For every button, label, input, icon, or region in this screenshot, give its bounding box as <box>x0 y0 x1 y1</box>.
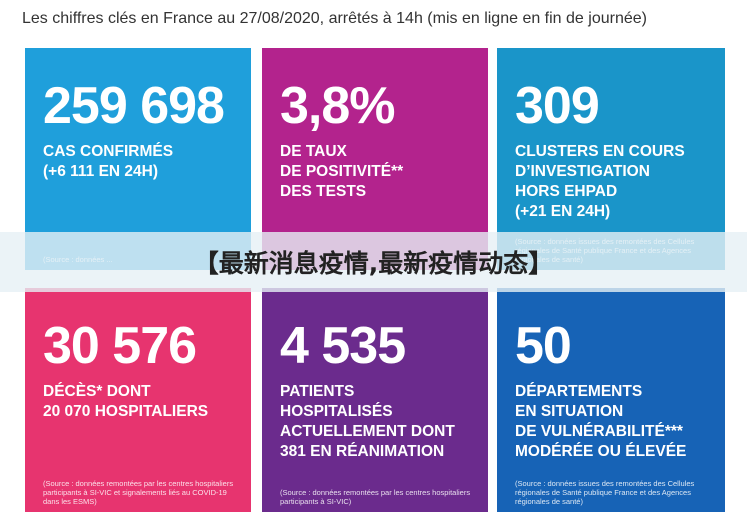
label-line: 20 070 HOSPITALIERS <box>43 403 209 420</box>
label-line: ACTUELLEMENT DONT <box>280 423 455 440</box>
source-note: (Source : données remontées par les cent… <box>43 479 234 506</box>
label-line: EN SITUATION <box>515 403 624 420</box>
label-line: MODÉRÉE OU ÉLEVÉE <box>515 443 687 460</box>
stat-label: CAS CONFIRMÉS (+6 111 EN 24H) <box>43 142 251 182</box>
banner: 【最新消息疫情,最新疫情动态】 <box>0 232 747 292</box>
label-line: DE POSITIVITÉ** <box>280 163 404 180</box>
label-line: DE VULNÉRABILITÉ*** <box>515 423 683 440</box>
title: Les chiffres clés en France au 27/08/202… <box>22 10 647 27</box>
label-line: PATIENTS <box>280 383 355 400</box>
stat-number: 30 576 <box>43 317 197 375</box>
label-line: 381 EN RÉANIMATION <box>280 443 445 460</box>
stat-tile: 50 DÉPARTEMENTS EN SITUATION DE VULNÉRABILI… <box>497 288 725 512</box>
label-line: DE TAUX <box>280 143 347 160</box>
label-line: DES TESTS <box>280 183 367 200</box>
source-note: (Source : données remontées par les cent… <box>280 488 471 506</box>
label-line: (+6 111 EN 24H) <box>43 163 159 180</box>
stat-label: CLUSTERS EN COURS D’INVESTIGATION HORS EHP… <box>515 142 725 222</box>
stat-label: PATIENTS HOSPITALISÉS ACTUELLEMENT DONT 381… <box>280 382 488 462</box>
stat-tile: 4 535 PATIENTS HOSPITALISÉS ACTUELLEMENT DO… <box>262 288 488 512</box>
label-line: DÉCÈS* DONT <box>43 383 151 400</box>
stat-number: 3,8% <box>280 77 396 135</box>
label-line: HORS EHPAD <box>515 183 618 200</box>
label-line: CAS CONFIRMÉS <box>43 143 174 160</box>
stat-number: 259 698 <box>43 77 225 135</box>
stat-label: DE TAUX DE POSITIVITÉ** DES TESTS <box>280 142 488 202</box>
label-line: CLUSTERS EN COURS <box>515 143 685 160</box>
label-line: DÉPARTEMENTS <box>515 383 643 400</box>
source-note: (Source : données issues des remontées d… <box>515 479 695 506</box>
label-line: (+21 EN 24H) <box>515 203 611 220</box>
label-line: D’INVESTIGATION <box>515 163 650 180</box>
stat-tile: 30 576 DÉCÈS* DONT 20 070 HOSPITALIERS (Sou… <box>25 288 251 512</box>
stat-number: 4 535 <box>280 317 406 375</box>
stat-label: DÉPARTEMENTS EN SITUATION DE VULNÉRABILITÉ… <box>515 382 725 462</box>
stat-number: 309 <box>515 77 600 135</box>
label-line: HOSPITALISÉS <box>280 403 393 420</box>
stat-number: 50 <box>515 317 572 375</box>
stat-label: DÉCÈS* DONT 20 070 HOSPITALIERS <box>43 382 251 422</box>
